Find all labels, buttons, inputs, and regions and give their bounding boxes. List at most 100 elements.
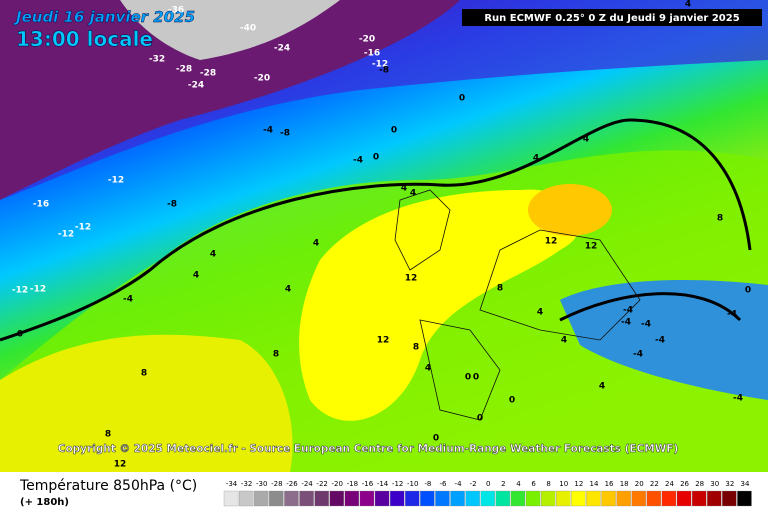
contour-label: -12: [75, 223, 91, 233]
scale-label: 22: [650, 480, 659, 488]
run-box: [462, 9, 762, 26]
scale-label: -6: [439, 480, 447, 488]
scale-label: 32: [725, 480, 734, 488]
contour-label: -4: [727, 310, 737, 320]
footer-title: Température 850hPa (°C): [19, 478, 197, 494]
color-swatch: [661, 490, 677, 507]
scale-label: -2: [470, 480, 477, 488]
contour-label: 0: [465, 373, 471, 383]
color-swatch: [374, 490, 390, 507]
color-swatch: [238, 490, 254, 507]
contour-label: -4: [623, 306, 633, 316]
contour-label: -28: [176, 65, 192, 75]
contour-label: -12: [58, 230, 74, 240]
scale-label: -34: [226, 480, 238, 488]
color-swatch: [435, 490, 450, 507]
color-swatch: [691, 490, 707, 507]
blue-band: [0, 0, 768, 200]
contour-label: -12: [372, 60, 388, 70]
contour-label: 12: [545, 237, 558, 247]
contour-label: 0: [473, 373, 479, 383]
scale-label: -32: [241, 480, 252, 488]
scale-label: -18: [347, 480, 358, 488]
scale-label: 8: [546, 480, 550, 488]
contour-label: 8: [273, 350, 279, 360]
contour-label: 4: [561, 336, 567, 346]
contour-label: -12: [108, 176, 124, 186]
scale-label: -20: [332, 480, 343, 488]
color-swatch: [676, 490, 692, 507]
warm-core: [528, 184, 612, 236]
contour-label: 0: [17, 330, 23, 340]
color-swatch: [329, 490, 344, 507]
contour-label: 12: [377, 336, 390, 346]
color-swatch: [571, 490, 586, 507]
color-swatch: [601, 490, 616, 507]
contour-label: 0: [745, 286, 751, 296]
contour-label: -4: [633, 350, 643, 360]
contour-label: -12: [12, 286, 28, 296]
contour-label: 8: [141, 369, 147, 379]
scale-label: -10: [407, 480, 418, 488]
contour-label: 12: [405, 274, 418, 284]
contour-label: -20: [254, 74, 270, 84]
color-swatch: [450, 490, 465, 507]
zero-isotherm: [0, 118, 752, 342]
contour-label: -20: [359, 35, 375, 45]
scale-label: -30: [256, 480, 267, 488]
contour-label: -32: [149, 55, 165, 65]
contour-label: -4: [655, 336, 665, 346]
color-swatch: [722, 490, 737, 507]
color-swatch: [510, 490, 526, 507]
color-swatch: [405, 490, 420, 507]
color-swatch: [359, 490, 375, 507]
color-swatch: [254, 490, 269, 507]
contour-label: 4: [401, 184, 407, 194]
coastlines: [394, 189, 641, 421]
color-swatch: [525, 490, 541, 507]
contour-label: -16: [364, 49, 380, 59]
warm-south: [0, 334, 293, 472]
contour-label: 4: [599, 382, 605, 392]
contour-label: 0: [433, 434, 439, 444]
contour-labels: -36-40-24-32-28 -28-24-20-20-16-12-80-4 -8…: [12, 0, 751, 470]
scale-label: 24: [665, 480, 674, 488]
scale-label: -22: [316, 480, 327, 488]
color-swatch: [299, 490, 314, 507]
scale-label: 28: [695, 480, 704, 488]
scale-label: -28: [271, 480, 282, 488]
cold-region: [0, 0, 460, 200]
contour-label: 12: [585, 242, 598, 252]
color-swatch: [480, 490, 495, 507]
scale-label: 20: [635, 480, 644, 488]
contour-label: 0: [509, 396, 515, 406]
scale-label: -24: [301, 480, 313, 488]
scale-label: 0: [486, 480, 490, 488]
contour-label: -24: [274, 44, 290, 54]
contour-label: -24: [188, 81, 204, 91]
contour-label: -8: [379, 66, 389, 76]
scale-label: -8: [424, 480, 431, 488]
color-swatch: [737, 490, 752, 507]
color-swatch: [284, 490, 299, 507]
contour-label: 4: [537, 308, 543, 318]
color-swatch: [223, 490, 239, 507]
color-swatch: [540, 490, 556, 507]
contour-label: 4: [533, 154, 539, 164]
color-swatch: [631, 490, 646, 507]
warm-region: [299, 189, 581, 421]
time: 13:00 locale: [16, 27, 153, 51]
contour-label: 4: [193, 271, 199, 281]
color-swatch: [616, 490, 631, 507]
scale-label: 18: [620, 480, 629, 488]
scale-label: -16: [362, 480, 374, 488]
color-swatch: [586, 490, 601, 507]
color-swatch: [344, 490, 360, 507]
contour-label: -28: [200, 69, 216, 79]
color-swatch: [495, 490, 511, 507]
scale-label: 26: [680, 480, 689, 488]
contour-label: -40: [240, 24, 256, 34]
contour-label: -16: [33, 200, 49, 210]
color-swatch: [465, 490, 480, 507]
run-info: Run ECMWF 0.25° 0 Z du Jeudi 9 janvier 2…: [484, 13, 739, 24]
